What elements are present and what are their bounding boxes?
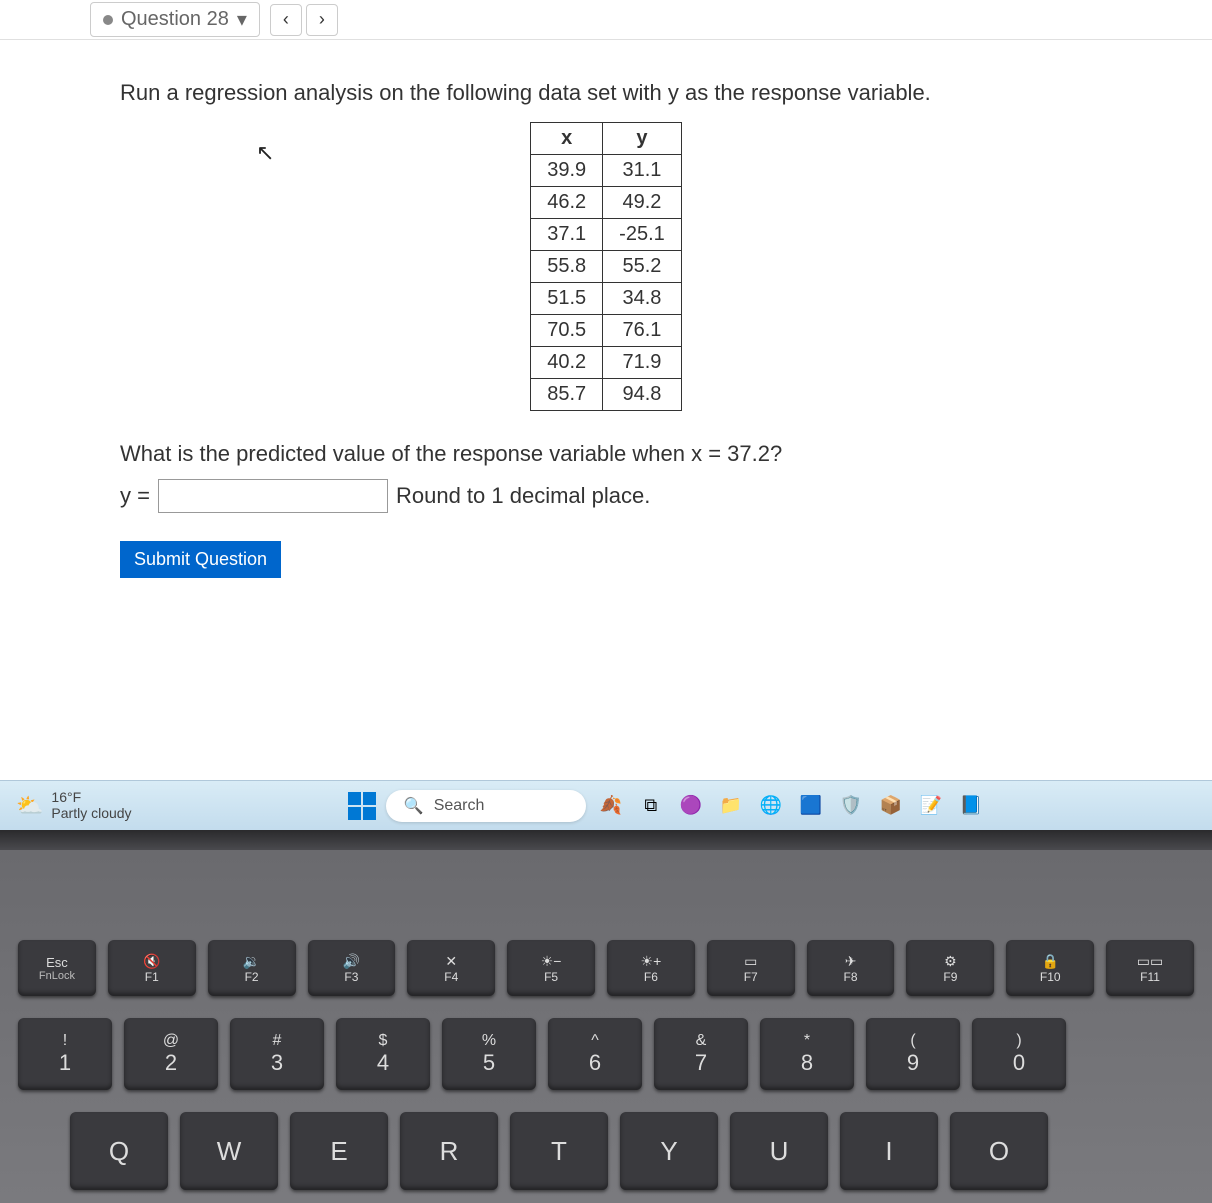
app-screen: Question 28 ▾ ‹ › Run a regression analy… [0,0,1212,820]
search-placeholder: Search [434,797,485,815]
table-row: 51.534.8 [531,283,682,315]
taskbar-app-copilot[interactable]: 🟣 [676,791,706,821]
key-e: E [290,1112,388,1190]
table-cell: 34.8 [603,283,682,315]
taskbar-app-mcafee[interactable]: 🛡️ [836,791,866,821]
table-cell: 71.9 [603,347,682,379]
start-button[interactable] [348,792,376,820]
question-prompt: Run a regression analysis on the followi… [120,80,1092,106]
question-selector[interactable]: Question 28 ▾ [90,2,260,37]
weather-icon: ⛅ [16,793,43,819]
chevron-down-icon: ▾ [237,7,247,32]
table-cell: 55.2 [603,251,682,283]
table-cell: 49.2 [603,187,682,219]
key-f6: ☀+F6 [607,940,695,996]
key-7: &7 [654,1018,748,1090]
table-cell: 31.1 [603,155,682,187]
key-f11: ▭▭F11 [1106,940,1194,996]
submit-button[interactable]: Submit Question [120,541,281,578]
table-cell: 39.9 [531,155,603,187]
key-t: T [510,1112,608,1190]
key-r: R [400,1112,498,1190]
table-row: 39.931.1 [531,155,682,187]
key-9: (9 [866,1018,960,1090]
next-question-button[interactable]: › [306,4,338,36]
taskbar-center: 🔍 Search 🍂 ⧉ 🟣 📁 🌐 🟦 🛡️ 📦 📝 📘 [138,790,1196,822]
key-3: #3 [230,1018,324,1090]
status-dot-icon [103,15,113,25]
table-cell: 55.8 [531,251,603,283]
question-content: Run a regression analysis on the followi… [0,40,1212,618]
key-6: ^6 [548,1018,642,1090]
key-f1: 🔇F1 [108,940,196,996]
laptop-hinge [0,830,1212,850]
question-label: Question 28 [121,8,229,31]
search-icon: 🔍 [404,796,424,816]
taskbar-weather[interactable]: ⛅ 16°F Partly cloudy [16,790,132,821]
nav-arrows: ‹ › [270,4,338,36]
taskbar-app-notes[interactable]: 📝 [916,791,946,821]
key-o: O [950,1112,1048,1190]
sub-question: What is the predicted value of the respo… [120,441,1092,467]
key-2: @2 [124,1018,218,1090]
cursor-icon: ↖ [256,140,274,166]
key-q: Q [70,1112,168,1190]
taskbar-app-store[interactable]: 🟦 [796,791,826,821]
key-f5: ☀−F5 [507,940,595,996]
weather-desc: Partly cloudy [51,806,131,821]
prev-question-button[interactable]: ‹ [270,4,302,36]
taskbar-app-word[interactable]: 📘 [956,791,986,821]
windows-taskbar: ⛅ 16°F Partly cloudy 🔍 Search 🍂 ⧉ 🟣 📁 🌐 … [0,780,1212,830]
question-nav-bar: Question 28 ▾ ‹ › [0,0,1212,40]
taskbar-app-widgets[interactable]: 🍂 [596,791,626,821]
key-8: *8 [760,1018,854,1090]
table-cell: -25.1 [603,219,682,251]
table-cell: 85.7 [531,379,603,411]
table-cell: 37.1 [531,219,603,251]
taskbar-app-explorer[interactable]: 📁 [716,791,746,821]
table-row: 37.1-25.1 [531,219,682,251]
table-row: 40.271.9 [531,347,682,379]
key-f9: ⚙F9 [906,940,994,996]
table-cell: 51.5 [531,283,603,315]
data-table: xy 39.931.146.249.237.1-25.155.855.251.5… [530,122,682,411]
table-row: 46.249.2 [531,187,682,219]
table-cell: 40.2 [531,347,603,379]
key-1: !1 [18,1018,112,1090]
table-row: 70.576.1 [531,315,682,347]
taskbar-app-edge[interactable]: 🌐 [756,791,786,821]
answer-row: y = Round to 1 decimal place. [120,479,1092,513]
table-cell: 46.2 [531,187,603,219]
key-5: %5 [442,1018,536,1090]
key-f2: 🔉F2 [208,940,296,996]
table-cell: 70.5 [531,315,603,347]
key-i: I [840,1112,938,1190]
key-f3: 🔊F3 [308,940,396,996]
key-f8: ✈F8 [807,940,895,996]
table-row: 55.855.2 [531,251,682,283]
key-f10: 🔒F10 [1006,940,1094,996]
key-f4: ✕F4 [407,940,495,996]
key-u: U [730,1112,828,1190]
key-w: W [180,1112,278,1190]
table-cell: 76.1 [603,315,682,347]
table-row: 85.794.8 [531,379,682,411]
table-cell: 94.8 [603,379,682,411]
table-header: x [531,123,603,155]
taskbar-search[interactable]: 🔍 Search [386,790,586,822]
key-0: )0 [972,1018,1066,1090]
laptop-keyboard: EscFnLock🔇F1🔉F2🔊F3✕F4☀−F5☀+F6▭F7✈F8⚙F9🔒F… [0,830,1212,1203]
answer-input[interactable] [158,479,388,513]
key-4: $4 [336,1018,430,1090]
taskbar-app-dropbox[interactable]: 📦 [876,791,906,821]
key-esc: EscFnLock [18,940,96,996]
taskbar-app-taskview[interactable]: ⧉ [636,791,666,821]
weather-temp: 16°F [51,790,131,805]
key-f7: ▭F7 [707,940,795,996]
table-header: y [603,123,682,155]
answer-label: y = [120,483,150,509]
key-y: Y [620,1112,718,1190]
answer-hint: Round to 1 decimal place. [396,483,650,509]
